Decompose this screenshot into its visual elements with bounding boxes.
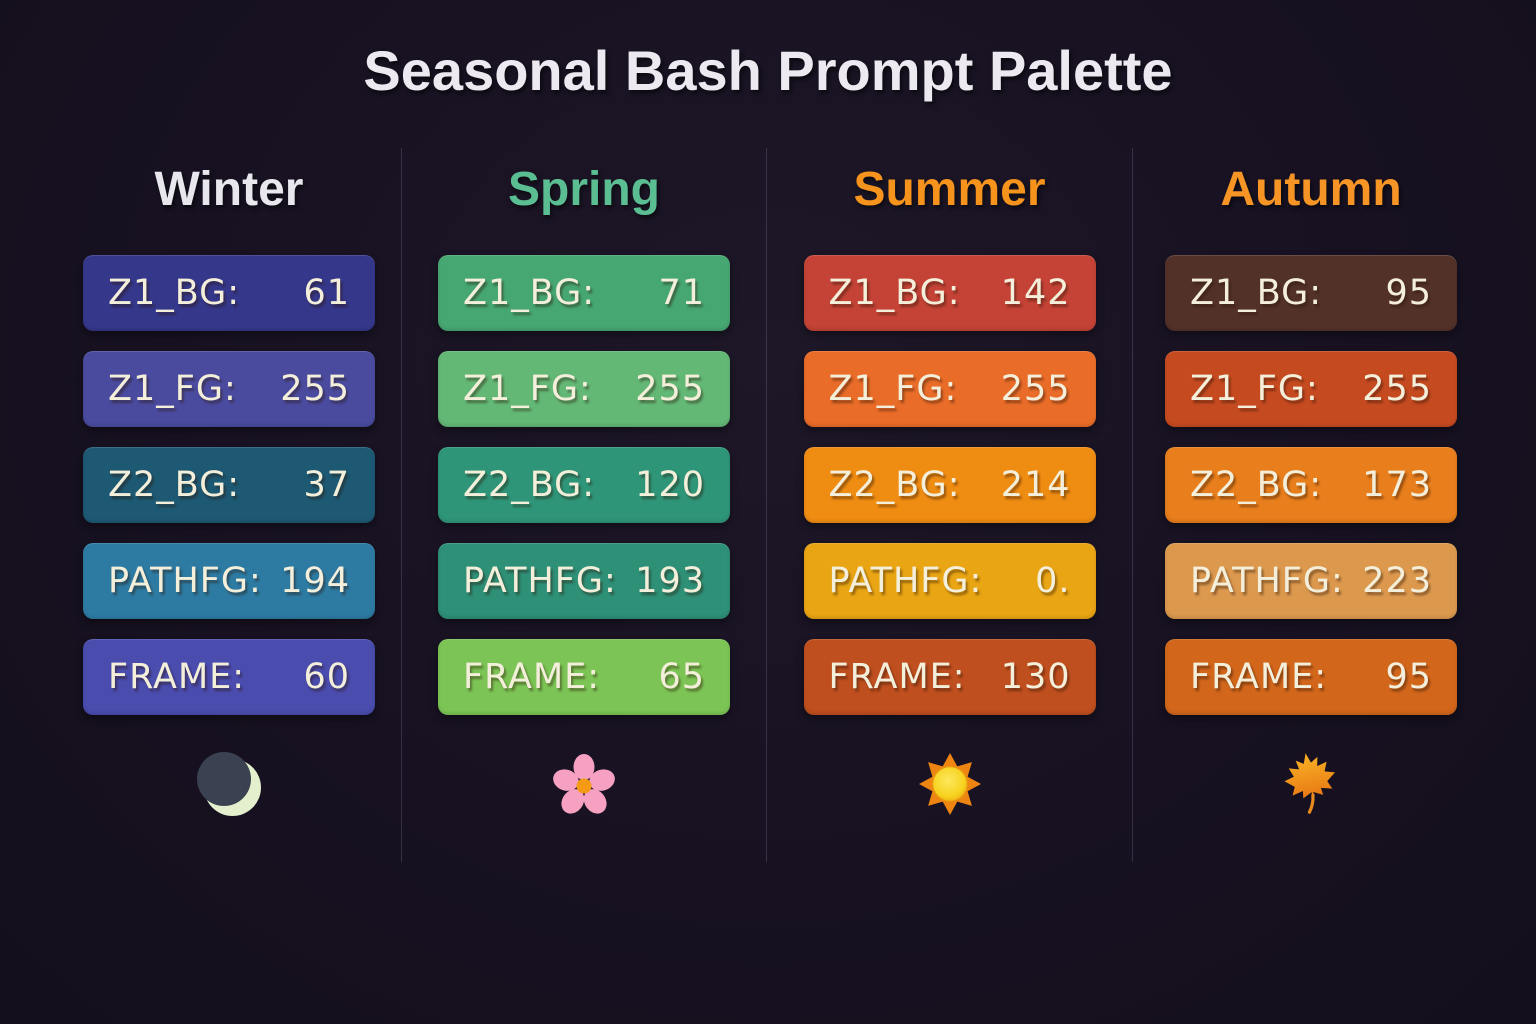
sun-icon [918, 752, 981, 815]
season-header: Summer [853, 163, 1046, 216]
palette-badge: Z1_FG: 255 [438, 350, 730, 427]
badge-value: 130 [1000, 656, 1071, 697]
badge-label: Z1_FG: [463, 368, 592, 409]
badge-list: Z1_BG: 95 Z1_FG: 255 Z2_BG: 173 PATHFG: 223 FRAM… [1165, 254, 1457, 715]
badge-label: PATHFG: [1190, 560, 1344, 601]
badge-value: 95 [1385, 656, 1432, 697]
palette-badge: PATHFG: 0. [803, 542, 1096, 619]
badge-label: FRAME: [463, 656, 601, 697]
badge-value: 173 [1362, 464, 1432, 505]
badge-value: 142 [1000, 272, 1071, 313]
badge-label: FRAME: [108, 656, 246, 697]
season-header: Autumn [1220, 163, 1402, 216]
badge-value: 255 [1362, 368, 1432, 409]
palette-badge: Z1_BG: 95 [1165, 254, 1457, 331]
badge-label: Z2_BG: [108, 464, 241, 505]
palette-badge: Z2_BG: 214 [803, 446, 1096, 523]
badge-label: Z1_BG: [108, 272, 241, 313]
badge-value: 61 [303, 272, 350, 313]
season-column-spring: Spring Z1_BG: 71 Z1_FG: 255 Z2_BG: 120 PATHFG:… [401, 148, 766, 862]
season-column-summer: Summer Z1_BG: 142 Z1_FG: 255 Z2_BG: 214 PATHFG… [766, 148, 1132, 862]
palette-badge: Z1_FG: 255 [83, 350, 375, 427]
palette-badge: FRAME: 130 [803, 638, 1096, 715]
palette-badge: PATHFG: 223 [1165, 542, 1457, 619]
page-title: Seasonal Bash Prompt Palette [363, 39, 1173, 102]
badge-value: 95 [1385, 272, 1432, 313]
palette-badge: Z1_BG: 142 [803, 254, 1096, 331]
badge-label: Z2_BG: [1190, 464, 1323, 505]
palette-badge: PATHFG: 193 [438, 542, 730, 619]
badge-list: Z1_BG: 142 Z1_FG: 255 Z2_BG: 214 PATHFG: 0. FRAM… [803, 254, 1096, 715]
season-icon-slot [551, 751, 617, 817]
season-columns: Winter Z1_BG: 61 Z1_FG: 255 Z2_BG: 37 PATHFG: 1… [0, 148, 1536, 862]
badge-value: 255 [1000, 368, 1071, 409]
palette-badge: FRAME: 60 [83, 638, 375, 715]
badge-value: 65 [658, 656, 705, 697]
badge-value: 37 [303, 464, 350, 505]
palette-badge: PATHFG: 194 [83, 542, 375, 619]
palette-badge: Z1_BG: 61 [83, 254, 375, 331]
maple-leaf-icon [1284, 753, 1336, 814]
palette-badge: Z1_BG: 71 [438, 254, 730, 331]
badge-value: 223 [1362, 560, 1432, 601]
palette-badge: Z2_BG: 120 [438, 446, 730, 523]
badge-value: 0. [1035, 560, 1071, 601]
badge-value: 194 [280, 560, 350, 601]
badge-list: Z1_BG: 71 Z1_FG: 255 Z2_BG: 120 PATHFG: 193 FRAM… [438, 254, 730, 715]
badge-label: Z1_FG: [108, 368, 237, 409]
badge-value: 60 [303, 656, 350, 697]
badge-label: PATHFG: [828, 560, 983, 601]
badge-value: 255 [635, 368, 705, 409]
badge-value: 193 [635, 560, 705, 601]
badge-list: Z1_BG: 61 Z1_FG: 255 Z2_BG: 37 PATHFG: 194 FRAME… [83, 254, 375, 715]
badge-value: 120 [635, 464, 705, 505]
badge-label: Z1_FG: [1190, 368, 1319, 409]
season-column-winter: Winter Z1_BG: 61 Z1_FG: 255 Z2_BG: 37 PATHFG: 1… [0, 148, 401, 862]
season-header: Spring [508, 163, 660, 216]
badge-value: 214 [1000, 464, 1071, 505]
crescent-moon-icon [197, 751, 261, 816]
palette-badge: Z1_FG: 255 [803, 350, 1096, 427]
badge-label: Z2_BG: [828, 464, 961, 505]
badge-value: 71 [658, 272, 705, 313]
badge-label: Z1_BG: [1190, 272, 1323, 313]
season-column-autumn: Autumn Z1_BG: 95 Z1_FG: 255 Z2_BG: 173 PATHFG:… [1132, 148, 1536, 862]
badge-label: FRAME: [828, 656, 966, 697]
season-icon-slot [917, 751, 983, 817]
palette-badge: FRAME: 95 [1165, 638, 1457, 715]
cherry-blossom-icon [553, 753, 615, 814]
season-icon-slot [196, 751, 262, 817]
badge-label: Z1_FG: [828, 368, 958, 409]
season-header: Winter [154, 163, 304, 216]
palette-badge: Z1_FG: 255 [1165, 350, 1457, 427]
badge-label: Z1_BG: [463, 272, 596, 313]
badge-label: PATHFG: [463, 560, 617, 601]
season-icon-slot [1278, 751, 1344, 817]
badge-label: PATHFG: [108, 560, 262, 601]
badge-value: 255 [280, 368, 350, 409]
badge-label: FRAME: [1190, 656, 1328, 697]
palette-badge: Z2_BG: 37 [83, 446, 375, 523]
badge-label: Z1_BG: [828, 272, 961, 313]
palette-badge: Z2_BG: 173 [1165, 446, 1457, 523]
palette-badge: FRAME: 65 [438, 638, 730, 715]
badge-label: Z2_BG: [463, 464, 596, 505]
